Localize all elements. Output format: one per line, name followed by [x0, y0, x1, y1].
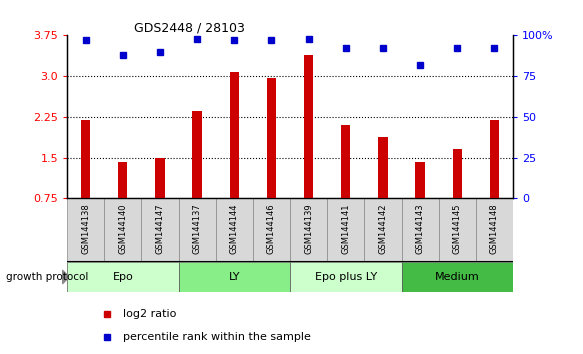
Bar: [416, 162, 425, 198]
Bar: [178, 198, 216, 262]
Text: GSM144148: GSM144148: [490, 203, 499, 254]
Text: percentile rank within the sample: percentile rank within the sample: [123, 332, 311, 342]
Bar: [490, 120, 499, 198]
Bar: [290, 198, 327, 262]
Bar: [178, 262, 290, 292]
Bar: [67, 198, 104, 262]
Bar: [378, 137, 388, 198]
Bar: [253, 198, 290, 262]
Polygon shape: [62, 270, 69, 284]
Text: GSM144139: GSM144139: [304, 203, 313, 254]
Bar: [216, 198, 253, 262]
Text: GSM144145: GSM144145: [453, 203, 462, 254]
Text: GSM144146: GSM144146: [267, 203, 276, 254]
Bar: [192, 112, 202, 198]
Text: LY: LY: [229, 272, 240, 282]
Text: GSM144138: GSM144138: [81, 203, 90, 254]
Bar: [402, 198, 438, 262]
Bar: [141, 198, 178, 262]
Bar: [364, 198, 402, 262]
Text: GSM144143: GSM144143: [416, 203, 424, 254]
Bar: [327, 198, 364, 262]
Text: Medium: Medium: [435, 272, 480, 282]
Bar: [438, 198, 476, 262]
Text: GSM144140: GSM144140: [118, 203, 127, 254]
Bar: [155, 158, 164, 198]
Bar: [402, 262, 513, 292]
Bar: [118, 162, 128, 198]
Text: GSM144137: GSM144137: [192, 203, 202, 254]
Text: GDS2448 / 28103: GDS2448 / 28103: [134, 21, 245, 34]
Bar: [81, 120, 90, 198]
Bar: [476, 198, 513, 262]
Text: growth protocol: growth protocol: [6, 272, 88, 282]
Text: GSM144141: GSM144141: [341, 203, 350, 254]
Text: GSM144142: GSM144142: [378, 203, 388, 254]
Text: Epo: Epo: [113, 272, 133, 282]
Bar: [67, 262, 178, 292]
Bar: [267, 78, 276, 198]
Text: log2 ratio: log2 ratio: [123, 309, 177, 319]
Bar: [230, 72, 239, 198]
Bar: [452, 149, 462, 198]
Bar: [304, 56, 313, 198]
Text: Epo plus LY: Epo plus LY: [315, 272, 377, 282]
Bar: [290, 262, 402, 292]
Text: GSM144147: GSM144147: [156, 203, 164, 254]
Bar: [104, 198, 141, 262]
Bar: [341, 125, 350, 198]
Text: GSM144144: GSM144144: [230, 203, 239, 254]
